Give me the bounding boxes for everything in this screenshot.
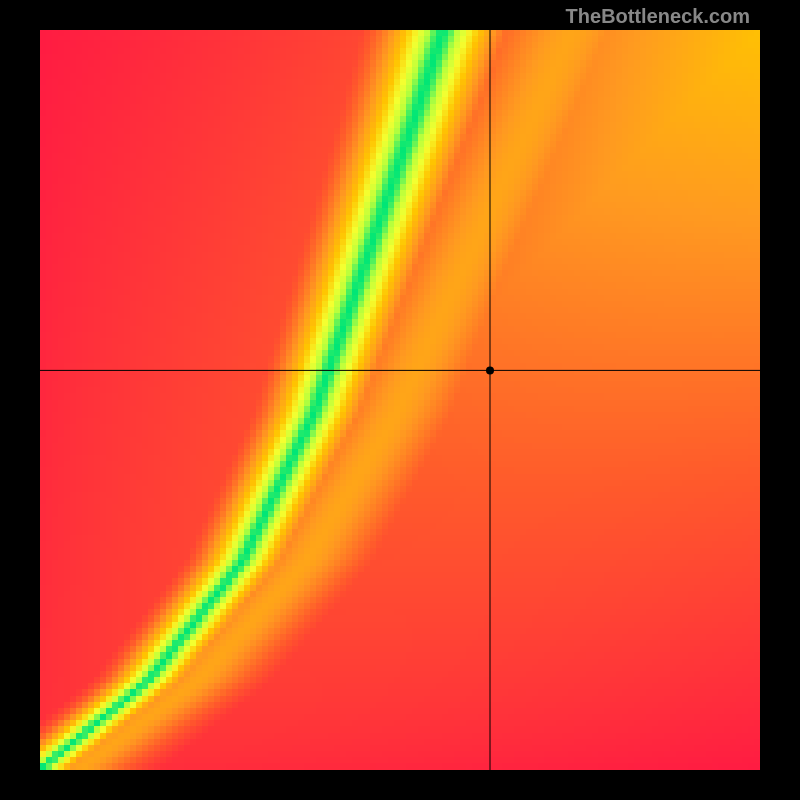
bottleneck-heatmap: [40, 30, 760, 770]
chart-container: TheBottleneck.com: [0, 0, 800, 800]
watermark-text: TheBottleneck.com: [566, 6, 750, 29]
heatmap-plot-area: [40, 30, 760, 770]
